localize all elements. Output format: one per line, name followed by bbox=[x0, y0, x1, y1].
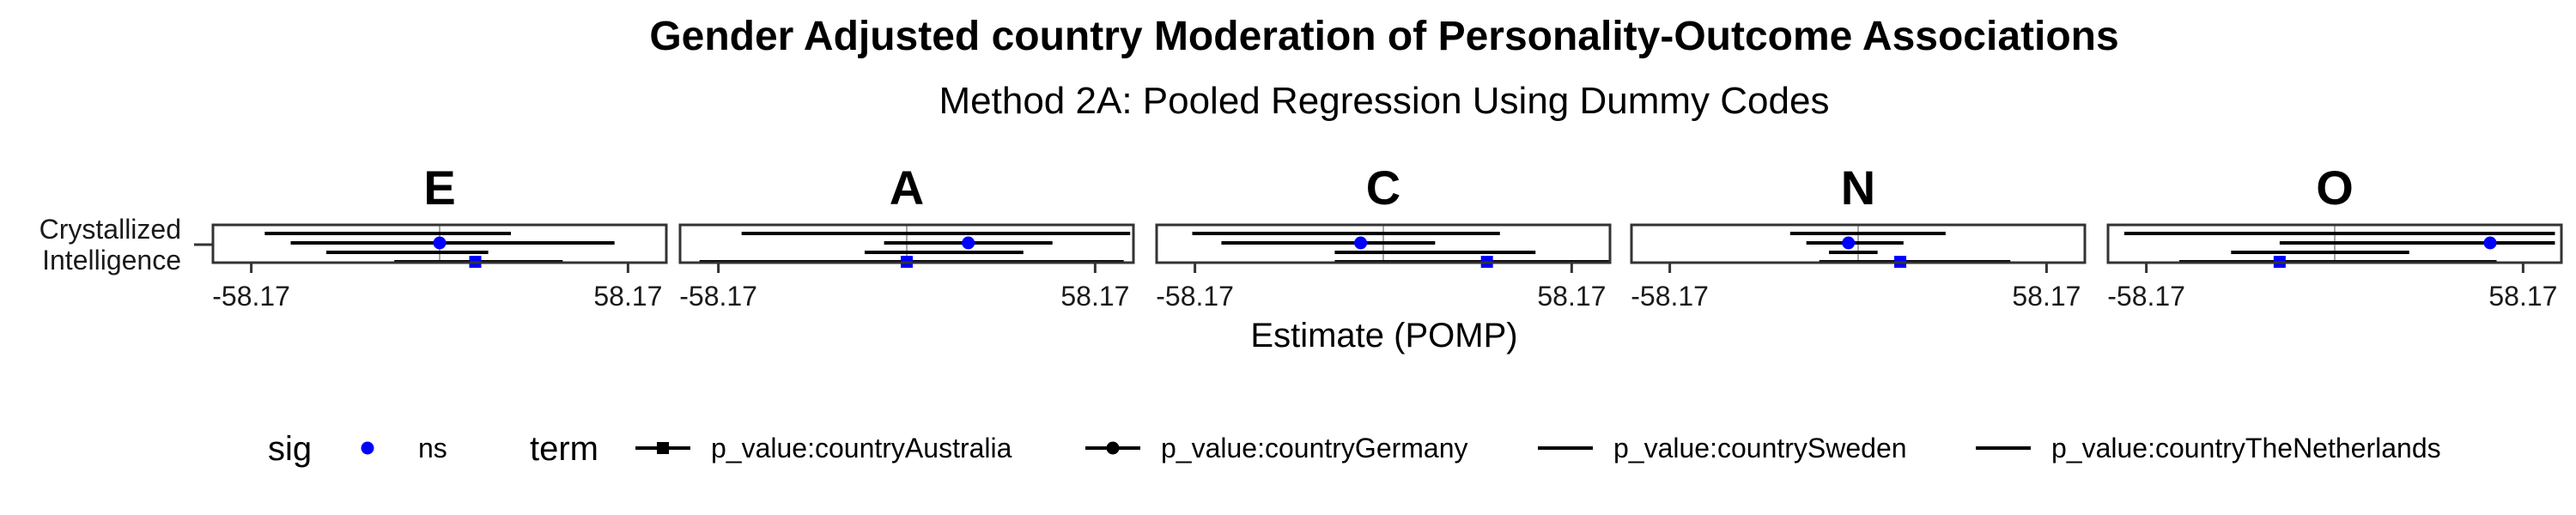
facet-strip-label: A bbox=[890, 161, 924, 215]
panel-e: E -58.17 58.17 bbox=[211, 161, 668, 312]
panel-frame bbox=[2106, 223, 2563, 264]
x-tick-label: -58.17 bbox=[679, 281, 757, 312]
legend-sig-key-point bbox=[361, 441, 374, 455]
x-tick-label: -58.17 bbox=[2107, 281, 2185, 312]
estimate-point-circle bbox=[433, 236, 447, 250]
chart-subtitle: Method 2A: Pooled Regression Using Dummy… bbox=[939, 80, 1830, 122]
legend-title-sig: sig bbox=[268, 430, 312, 468]
legend-term-label: p_value:countryTheNetherlands bbox=[2051, 433, 2441, 464]
estimate-point-circle bbox=[1842, 236, 1856, 250]
panel-c: C -58.17 58.17 bbox=[1155, 161, 1612, 312]
panel-frame bbox=[1155, 223, 1612, 264]
legend-term-key-circle bbox=[1106, 441, 1120, 455]
legend-title-term: term bbox=[530, 430, 598, 468]
panel-o: O -58.17 58.17 bbox=[2106, 161, 2563, 312]
estimate-point-circle bbox=[2483, 236, 2497, 250]
panel-n: N -58.17 58.17 bbox=[1630, 161, 2087, 312]
panel-frame bbox=[1630, 223, 2087, 264]
x-tick-label: -58.17 bbox=[1156, 281, 1234, 312]
legend-term-label: p_value:countryAustralia bbox=[711, 433, 1012, 464]
panel-a: A -58.17 58.17 bbox=[678, 161, 1135, 312]
x-tick-label: -58.17 bbox=[1631, 281, 1709, 312]
chart-title: Gender Adjusted country Moderation of Pe… bbox=[649, 14, 2118, 59]
legend-term-label: p_value:countryGermany bbox=[1161, 433, 1468, 464]
facet-strip-label: N bbox=[1841, 161, 1875, 215]
panel-frame bbox=[211, 223, 668, 264]
estimate-point-circle bbox=[1354, 236, 1368, 250]
y-category-label: Crystallized bbox=[39, 214, 181, 245]
x-tick-label: 58.17 bbox=[2012, 281, 2081, 312]
legend-sig-label: ns bbox=[418, 433, 447, 464]
x-tick-label: 58.17 bbox=[1060, 281, 1129, 312]
facet-strip-label: O bbox=[2316, 161, 2354, 215]
facet-strip-label: C bbox=[1366, 161, 1400, 215]
x-axis-label: Estimate (POMP) bbox=[1250, 317, 1517, 354]
y-category-label: Intelligence bbox=[42, 245, 181, 276]
x-tick-label: 58.17 bbox=[593, 281, 662, 312]
x-tick-label: 58.17 bbox=[1537, 281, 1606, 312]
panel-frame bbox=[678, 223, 1135, 264]
legend-term-key-square bbox=[657, 442, 669, 454]
facet-strip-label: E bbox=[423, 161, 455, 215]
legend: sig ns term p_value:countryAustralia p_value… bbox=[268, 430, 2441, 468]
x-tick-label: -58.17 bbox=[212, 281, 290, 312]
estimate-point-circle bbox=[962, 236, 975, 250]
x-tick-label: 58.17 bbox=[2488, 281, 2557, 312]
legend-term-label: p_value:countrySweden bbox=[1613, 433, 1907, 464]
